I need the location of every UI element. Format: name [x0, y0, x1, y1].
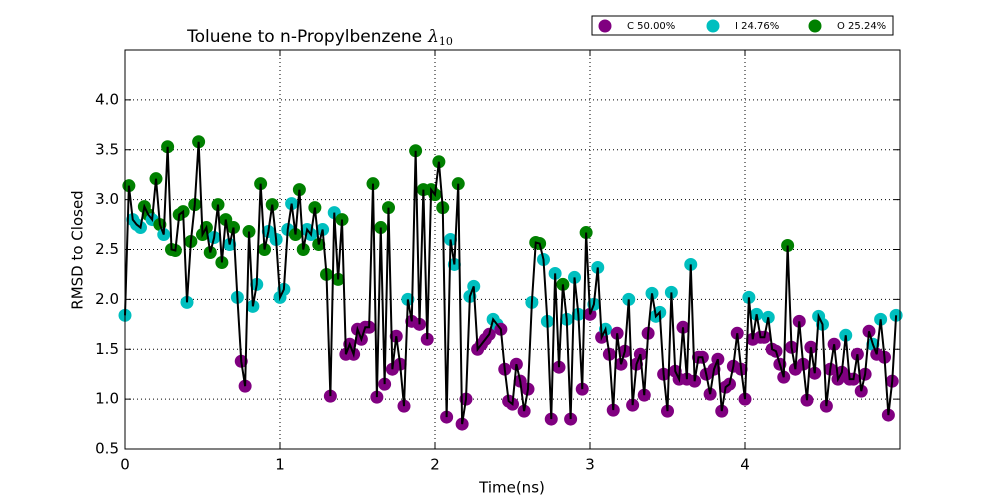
legend-label: I 24.76% [735, 21, 779, 32]
y-axis-label: RMSD to Closed [69, 190, 87, 309]
legend-label: O 25.24% [837, 21, 886, 32]
legend-marker [808, 19, 822, 33]
x-tick-label: 1 [275, 456, 285, 474]
x-tick-label: 3 [585, 456, 595, 474]
title-subscript: 10 [439, 35, 453, 48]
y-tick-label: 2.5 [95, 240, 119, 258]
title-text: Toluene to n-Propylbenzene [186, 27, 422, 47]
ticks: 0 1 2 3 4 0.5 1.0 1.5 2.0 2.5 3.0 3.5 4.0 [95, 50, 900, 474]
y-tick-label: 1.0 [95, 390, 119, 408]
legend-marker [706, 19, 720, 33]
y-tick-label: 0.5 [95, 440, 119, 458]
x-tick-label: 0 [120, 456, 130, 474]
title-symbol: λ [427, 27, 439, 47]
legend: C 50.00% I 24.76% O 25.24% [591, 15, 894, 36]
y-tick-label: 3.0 [95, 190, 119, 208]
x-axis-label: Time(ns) [478, 479, 545, 497]
x-tick-label: 2 [430, 456, 440, 474]
y-tick-label: 4.0 [95, 90, 119, 108]
chart-title: Toluene to n-Propylbenzene λ10 [186, 27, 453, 49]
data-line [124, 141, 898, 425]
y-tick-label: 3.5 [95, 140, 119, 158]
legend-label: C 50.00% [627, 21, 675, 32]
legend-marker [598, 19, 612, 33]
line-layer [124, 141, 898, 425]
y-tick-label: 1.5 [95, 340, 119, 358]
x-tick-label: 4 [740, 456, 750, 474]
y-tick-label: 2.0 [95, 290, 119, 308]
